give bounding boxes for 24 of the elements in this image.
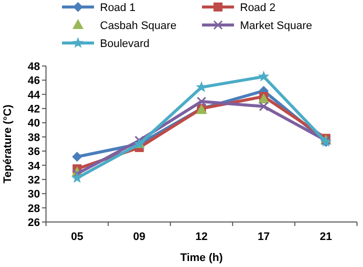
legend-label: Market Square [240,20,312,32]
y-tick-label: 36 [28,146,40,158]
y-tick-label: 34 [28,160,41,172]
y-tick-label: 42 [28,104,40,116]
x-axis-title: Time (h) [180,252,224,264]
y-tick-label: 38 [28,132,40,144]
x-tick-label: 05 [70,231,84,243]
legend-label: Road 1 [100,2,136,14]
x-tick-label: 17 [258,231,270,243]
y-tick-label: 28 [28,202,40,215]
legend-label: Road 2 [240,2,276,14]
y-tick-label: 32 [28,174,40,186]
x-tick-label: 21 [320,231,332,243]
legend-label: Boulevard [100,38,150,50]
y-tick-label: 40 [28,118,40,130]
x-tick-label: 09 [133,231,146,243]
y-tick-label: 30 [28,188,40,201]
y-tick-label: 48 [28,61,40,73]
y-tick-label: 44 [28,89,41,102]
y-axis-title: Tepérature (°C) [2,104,14,184]
y-tick-label: 46 [28,75,40,88]
legend-label: Casbah Square [100,20,176,32]
y-tick-label: 26 [28,217,40,229]
x-tick-label: 12 [195,231,208,243]
